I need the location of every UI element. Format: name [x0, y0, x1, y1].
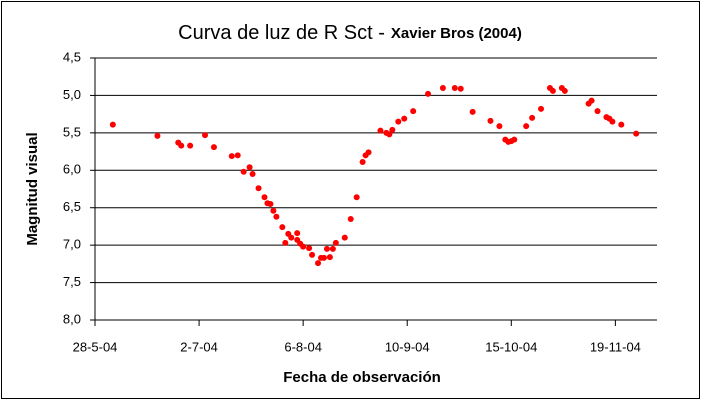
data-point [425, 90, 432, 97]
data-point [315, 260, 322, 267]
data-point [279, 224, 286, 231]
data-point [273, 213, 280, 220]
data-point [457, 85, 464, 92]
data-point [300, 243, 307, 250]
data-point [326, 254, 333, 261]
x-tick-label: 2-7-04 [180, 339, 218, 354]
data-point [347, 215, 354, 222]
x-tick-label: 19-11-04 [590, 339, 641, 354]
data-point [288, 234, 295, 241]
data-point [549, 87, 556, 94]
data-point [401, 115, 408, 122]
chart-title-block: Curva de luz de R Sct - Xavier Bros (2004… [178, 22, 522, 44]
data-point [451, 84, 458, 91]
y-tick-label: 4,5 [63, 49, 81, 64]
y-axis-title: Magnitud visual [24, 132, 41, 245]
data-point [529, 114, 536, 121]
data-point [234, 152, 241, 159]
data-point [323, 245, 330, 252]
data-point [439, 84, 446, 91]
data-point [410, 108, 417, 115]
data-point [240, 168, 247, 175]
data-point [210, 144, 217, 151]
data-point [178, 142, 185, 149]
data-point [633, 130, 640, 137]
x-tick-label: 10-9-04 [385, 339, 430, 354]
y-tick-label: 7,5 [63, 274, 81, 289]
data-point [228, 153, 235, 160]
data-point [154, 132, 161, 139]
data-point [261, 194, 268, 201]
x-tick-label: 28-5-04 [73, 339, 118, 354]
data-point [255, 185, 262, 192]
data-point [282, 239, 289, 246]
data-point [187, 142, 194, 149]
y-tick-label: 5,0 [63, 87, 81, 102]
data-point [395, 118, 402, 125]
y-tick-label: 6,5 [63, 199, 81, 214]
data-point [469, 108, 476, 115]
data-point [386, 131, 393, 138]
data-point [306, 245, 313, 252]
data-point [329, 245, 336, 252]
y-tick-label: 8,0 [63, 311, 81, 326]
data-point [538, 105, 545, 112]
y-tick-label: 7,0 [63, 237, 81, 252]
data-point [523, 123, 530, 130]
data-point [246, 164, 253, 171]
data-point [202, 132, 209, 139]
data-point [320, 254, 327, 261]
data-point [359, 159, 366, 166]
x-tick-label: 6-8-04 [284, 339, 322, 354]
data-point [309, 251, 316, 258]
data-point [267, 200, 274, 207]
data-point [365, 149, 372, 156]
y-tick-label: 6,0 [63, 162, 81, 177]
data-point [294, 230, 301, 237]
x-tick-label: 15-10-04 [485, 339, 537, 354]
data-point [377, 127, 384, 134]
data-point [487, 117, 494, 124]
data-point [270, 207, 277, 214]
chart-title: Curva de luz de R Sct - [178, 22, 385, 44]
data-point [588, 97, 595, 104]
data-point [341, 234, 348, 241]
data-point [561, 87, 568, 94]
data-point [618, 121, 625, 128]
x-axis-title: Fecha de observación [283, 369, 441, 386]
data-point [249, 171, 256, 178]
data-point [594, 108, 601, 115]
data-point [332, 239, 339, 246]
data-point [496, 123, 503, 130]
data-point [353, 194, 360, 201]
y-tick-label: 5,5 [63, 124, 81, 139]
data-point [511, 136, 518, 143]
chart-subtitle: Xavier Bros (2004) [391, 25, 522, 42]
data-point [389, 126, 396, 133]
data-point [109, 121, 116, 128]
data-point [609, 118, 616, 125]
